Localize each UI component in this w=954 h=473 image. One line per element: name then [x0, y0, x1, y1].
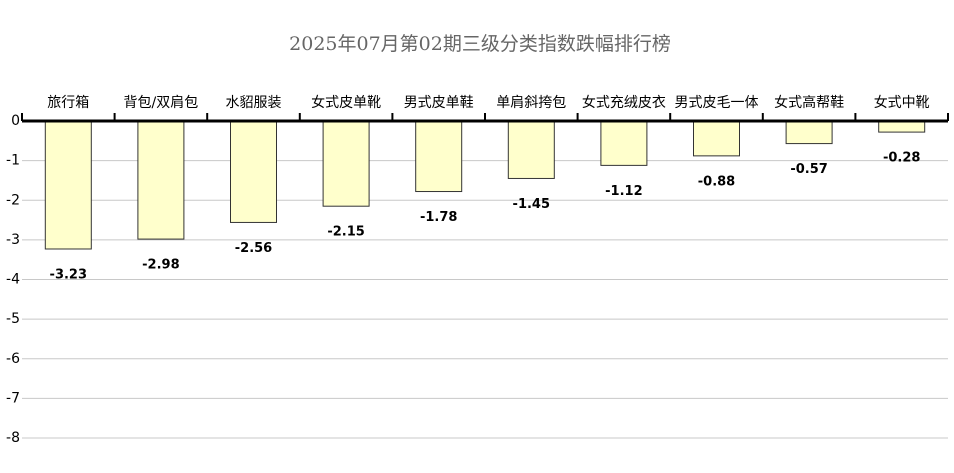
y-tick-label: -3: [6, 232, 20, 248]
y-tick-label: -5: [6, 311, 20, 327]
value-label: -1.12: [605, 184, 642, 199]
y-tick-label: 0: [11, 113, 20, 129]
y-tick-label: -8: [6, 430, 20, 446]
bar: [600, 120, 648, 166]
x-tick-label: 男式皮单鞋: [404, 95, 474, 111]
y-tick-label: -2: [6, 192, 20, 208]
value-label: -1.78: [420, 210, 457, 225]
value-label: -0.88: [698, 174, 735, 189]
y-tick-label: -7: [6, 390, 20, 406]
y-tick-label: -4: [6, 272, 20, 288]
bar: [415, 120, 463, 193]
bar: [693, 120, 740, 157]
bar: [137, 120, 185, 240]
value-label: -2.56: [235, 241, 272, 256]
value-label: -0.28: [883, 151, 920, 166]
chart-title: 2025年07月第02期三级分类指数跌幅排行榜: [289, 33, 671, 55]
bar: [785, 120, 833, 145]
x-tick-label: 男式皮毛一体: [675, 95, 759, 111]
x-tick-label: 旅行箱: [47, 95, 89, 111]
value-label: -0.57: [790, 162, 827, 177]
x-tick-label: 女式充绒皮衣: [582, 94, 666, 111]
x-tick-label: 女式高帮鞋: [774, 94, 844, 111]
bar: [507, 120, 555, 179]
bar: [44, 120, 92, 250]
value-label: -1.45: [513, 197, 550, 212]
x-tick-label: 单肩斜挎包: [496, 95, 566, 111]
value-label: -2.15: [327, 225, 364, 240]
x-tick-label: 女式中靴: [874, 94, 930, 111]
x-tick-label: 背包/双肩包: [124, 95, 199, 111]
value-label: -3.23: [50, 267, 87, 282]
bar: [878, 120, 926, 133]
x-tick-label: 水貂服装: [226, 95, 282, 111]
y-tick-label: -1: [6, 153, 20, 169]
bar: [230, 120, 277, 223]
y-tick-label: -6: [6, 351, 20, 367]
bar: [322, 120, 370, 207]
value-label: -2.98: [142, 258, 179, 273]
x-tick-label: 女式皮单靴: [311, 94, 381, 111]
